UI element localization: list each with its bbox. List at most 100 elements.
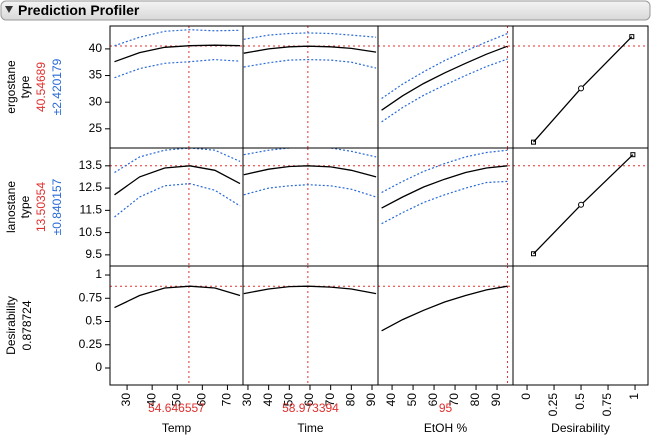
response-ci: ±0.840157	[50, 178, 64, 235]
y-tick-label: 1	[95, 267, 102, 281]
prediction-curve	[114, 165, 241, 196]
prediction-curve	[243, 165, 377, 178]
x-tick-label: 90	[364, 393, 378, 407]
response-ci: ±2.420179	[50, 58, 64, 115]
x-tick-label: 30	[240, 393, 254, 407]
ci-upper	[381, 32, 508, 99]
ci-upper	[381, 149, 508, 194]
x-tick-label: 80	[468, 393, 482, 407]
ci-lower	[114, 58, 241, 79]
factor-name: EtOH %	[424, 421, 468, 435]
prediction-curve	[114, 285, 241, 309]
x-tick-label: 40	[261, 393, 275, 407]
factor-name: Desirability	[551, 421, 610, 435]
panel	[378, 26, 513, 148]
panel	[110, 148, 243, 266]
prediction-curve	[381, 165, 508, 209]
handle	[531, 251, 537, 257]
response-name: type	[18, 75, 32, 98]
panel-border	[109, 265, 244, 386]
x-tick-label: 30	[119, 393, 133, 407]
y-tick-label: 0.25	[79, 337, 103, 351]
panel-border	[242, 25, 379, 149]
title-bar[interactable]	[0, 0, 651, 21]
x-tick-label: 50	[169, 393, 183, 407]
handle	[531, 139, 537, 145]
ci-lower	[381, 58, 508, 123]
y-tick-label: 0	[95, 360, 102, 374]
panel	[110, 266, 243, 385]
ci-lower	[243, 58, 377, 69]
y-tick-label: 11.5	[80, 203, 103, 217]
x-tick-label: 90	[489, 393, 503, 407]
prediction-curve	[243, 45, 377, 54]
prediction-curve	[381, 285, 508, 332]
y-tick-label: 9.5	[85, 247, 102, 261]
x-tick-label: 60	[426, 393, 440, 407]
response-name: ergostane	[4, 60, 18, 114]
prediction-curve	[114, 44, 241, 63]
factor-current: 95	[439, 401, 453, 415]
y-tick-label: 25	[89, 121, 103, 135]
panel-border	[109, 25, 244, 149]
y-tick-label: 0.75	[79, 290, 103, 304]
prediction-curve	[381, 45, 508, 111]
x-tick-label: 40	[144, 393, 158, 407]
panel	[513, 34, 648, 145]
response-name: Desirability	[4, 296, 18, 355]
y-tick-label: 13.5	[79, 158, 103, 172]
ci-lower	[114, 182, 241, 218]
handle	[629, 34, 635, 40]
x-tick-label: 0	[519, 393, 533, 400]
x-tick-label: 50	[281, 393, 295, 407]
panel	[378, 266, 513, 385]
y-tick-label: 40	[89, 41, 103, 55]
ci-upper	[243, 148, 377, 158]
panel	[513, 152, 648, 257]
y-tick-label: 35	[89, 68, 103, 82]
panel	[243, 26, 378, 148]
factor-current: 54.646557	[148, 401, 205, 415]
prediction-curve	[243, 285, 377, 295]
panel-border	[242, 265, 379, 386]
ci-lower	[243, 184, 377, 198]
factor-name: Temp	[162, 421, 192, 435]
x-tick-label: 50	[405, 393, 419, 407]
x-tick-label: 40	[384, 393, 398, 407]
response-current: 0.878724	[20, 300, 34, 350]
factor-current: 58.973394	[282, 401, 339, 415]
panel-border	[512, 265, 649, 386]
x-tick-label: 80	[344, 393, 358, 407]
disclosure-icon[interactable]	[5, 6, 13, 13]
x-tick-label: 0.5	[573, 393, 587, 410]
y-tick-label: 0.5	[85, 314, 102, 328]
ci-upper	[243, 32, 377, 40]
handle	[578, 85, 585, 92]
y-tick-label: 10.5	[79, 225, 103, 239]
response-name: lanostane	[4, 181, 18, 233]
y-tick-label: 30	[89, 94, 103, 108]
x-tick-label: 60	[302, 393, 316, 407]
y-tick-label: 12.5	[79, 180, 103, 194]
panel	[110, 26, 243, 148]
x-tick-label: 70	[220, 393, 234, 407]
panel	[243, 266, 378, 385]
panel	[243, 148, 378, 266]
panel	[378, 148, 513, 266]
ci-lower	[381, 180, 508, 225]
handle	[630, 152, 636, 158]
x-tick-label: 70	[323, 393, 337, 407]
x-tick-label: 60	[195, 393, 209, 407]
x-tick-label: 0.75	[600, 393, 614, 417]
title: Prediction Profiler	[18, 2, 140, 18]
response-current: 13.50354	[34, 182, 48, 232]
response-current: 40.54689	[34, 62, 48, 112]
response-name: type	[18, 195, 32, 218]
ci-upper	[114, 29, 241, 47]
handle	[578, 201, 585, 208]
panel-border	[377, 265, 514, 386]
ci-upper	[114, 148, 241, 174]
x-tick-label: 1	[627, 393, 641, 400]
x-tick-label: 0.25	[546, 393, 560, 417]
